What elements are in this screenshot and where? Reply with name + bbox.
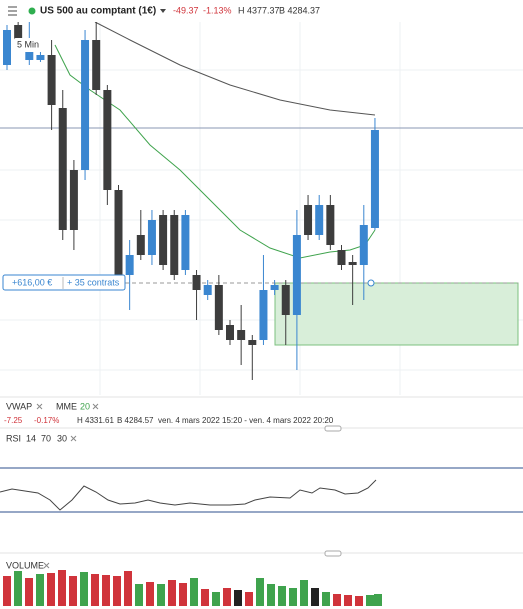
high: H 4377.37	[238, 5, 280, 15]
mme[interactable]: MME	[56, 401, 77, 411]
info-high: H 4331.61	[77, 416, 114, 425]
candle-body	[81, 40, 90, 170]
candle-body	[36, 55, 45, 60]
position-zone	[274, 282, 519, 346]
symbol[interactable]: US 500 au comptant (1€)	[40, 6, 156, 17]
candle-body	[159, 215, 168, 265]
candle-body	[292, 235, 301, 315]
timeframe[interactable]: 5 Min	[17, 39, 39, 49]
resize-handle[interactable]	[324, 425, 342, 432]
candle-body	[348, 262, 357, 265]
candle-body	[181, 215, 190, 270]
candle-body	[326, 205, 335, 245]
mme-period[interactable]: 20	[80, 401, 90, 411]
moving-average	[54, 44, 376, 259]
rsi-line	[0, 479, 377, 511]
menu-icon[interactable]	[8, 6, 17, 16]
info-range: ven. 4 mars 2022 15:20 - ven. 4 mars 202…	[158, 416, 334, 425]
dropdown-arrow[interactable]	[160, 9, 166, 13]
candle-body	[248, 340, 257, 345]
change-pct: -1.13%	[203, 5, 232, 15]
resize-handle[interactable]	[324, 550, 342, 557]
volume-bars	[3, 570, 382, 606]
close-icon[interactable]	[43, 562, 50, 569]
position-label[interactable]	[2, 274, 126, 291]
market-status	[28, 7, 36, 15]
candle-body	[226, 325, 234, 340]
candles	[3, 20, 379, 380]
position-size: + 35 contrats	[67, 277, 120, 287]
low: B 4284.37	[279, 5, 320, 15]
rsi-period[interactable]: 14	[26, 433, 36, 443]
change: -49.37	[173, 5, 199, 15]
timeframe-box[interactable]	[14, 38, 42, 52]
candle-body	[281, 285, 290, 315]
candle-body	[370, 130, 379, 228]
candle-body	[304, 205, 313, 235]
candle-body	[237, 330, 246, 340]
candle-body	[114, 190, 123, 275]
candle-body	[203, 285, 212, 295]
moving-average-long	[94, 21, 376, 116]
candle-body	[103, 90, 112, 190]
candle-body	[92, 40, 101, 90]
candle-body	[3, 30, 11, 65]
candle-body	[47, 55, 56, 105]
position-pnl: +616,00 €	[12, 277, 52, 287]
rsi-lower[interactable]: 30	[57, 433, 67, 443]
candle-body	[69, 170, 78, 230]
candle-body	[170, 215, 179, 275]
candle-body	[147, 220, 156, 255]
candle-body	[337, 250, 346, 265]
close-icon[interactable]	[36, 403, 43, 410]
rsi-upper[interactable]: 70	[41, 433, 51, 443]
candle-body	[125, 255, 134, 275]
volume-label[interactable]: VOLUME	[6, 560, 44, 570]
header-bar	[0, 0, 523, 22]
candle-body	[192, 275, 201, 290]
close-icon[interactable]	[92, 403, 99, 410]
candle-body	[136, 235, 145, 255]
candle-body	[259, 290, 268, 340]
info-change-pct: -0.17%	[34, 416, 59, 425]
candle-body	[214, 285, 223, 330]
vwap[interactable]: VWAP	[6, 401, 32, 411]
close-icon[interactable]	[70, 435, 77, 442]
info-low: B 4284.57	[117, 416, 154, 425]
position-handle[interactable]	[367, 279, 375, 287]
candle-body	[315, 205, 324, 235]
candle-body	[58, 108, 67, 230]
candle-body	[14, 25, 23, 40]
candle-body	[359, 225, 368, 265]
rsi-label[interactable]: RSI	[6, 433, 21, 443]
info-change: -7.25	[4, 416, 23, 425]
candle-body	[270, 285, 279, 290]
